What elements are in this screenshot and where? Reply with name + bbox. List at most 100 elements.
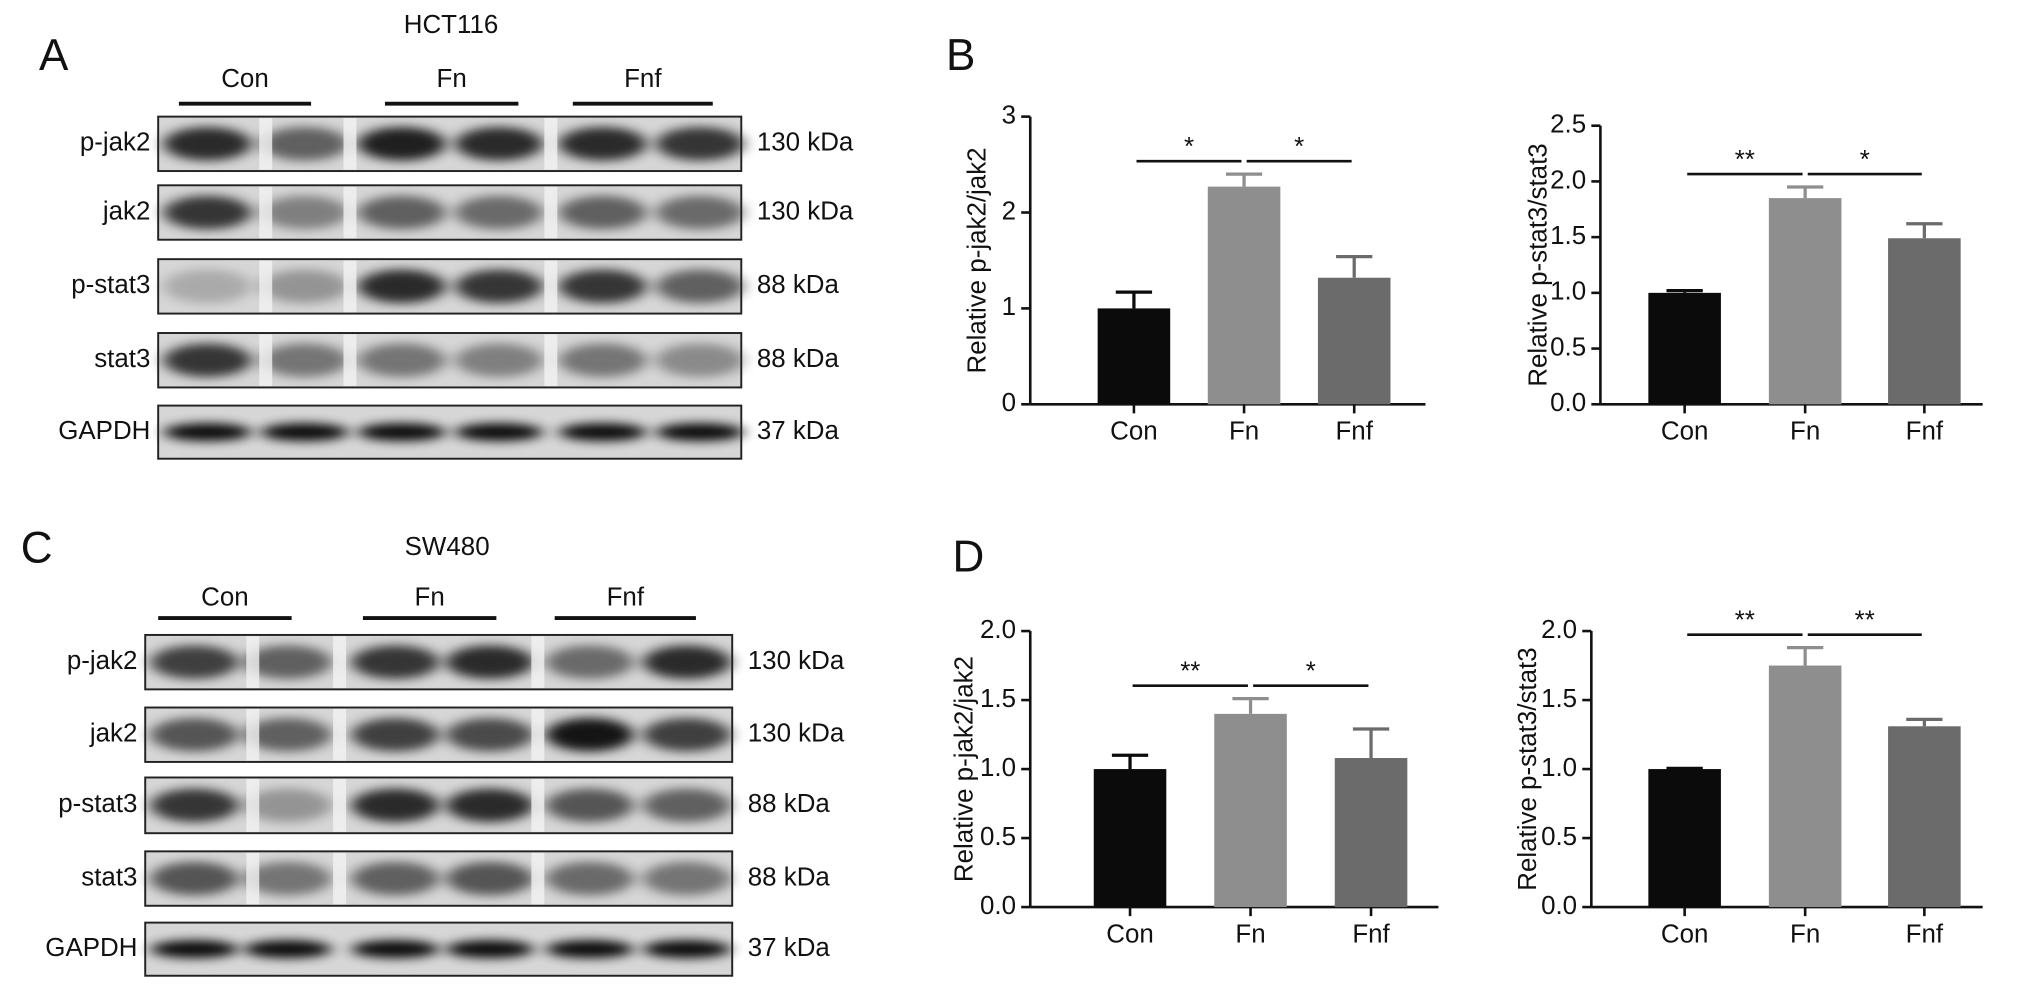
y-tick-label: 1.0 [1541, 754, 1577, 782]
band [545, 788, 634, 823]
lane-gap [343, 334, 357, 387]
bar [1207, 186, 1281, 405]
band [445, 788, 534, 823]
band [260, 343, 349, 378]
size-label: 130 kDa [748, 647, 845, 675]
lane-gap [343, 117, 357, 170]
group-label: Fn [437, 65, 467, 93]
x-tick-label: Fnf [1335, 418, 1373, 446]
band [454, 269, 544, 304]
lane-gap [531, 852, 545, 905]
x-tick-label: Fn [1790, 418, 1820, 446]
band [243, 861, 332, 896]
band [357, 423, 446, 442]
lane-gap [531, 708, 545, 761]
y-tick-label: 0.5 [980, 823, 1016, 851]
protein-label: GAPDH [58, 417, 150, 445]
x-tick-label: Fnf [1906, 920, 1944, 948]
blot-row [157, 115, 744, 173]
x-tick-label: Fn [1235, 920, 1265, 948]
band [260, 269, 349, 304]
bar [1768, 665, 1842, 908]
lane-gap [333, 708, 347, 761]
blot-row [157, 404, 744, 460]
y-tick-label: 0.0 [1550, 389, 1586, 417]
size-label: 130 kDa [757, 197, 854, 225]
y-tick-label: 2.0 [1541, 616, 1577, 644]
x-tick-label: Con [1110, 418, 1158, 446]
band [642, 940, 731, 959]
size-label: 88 kDa [757, 345, 840, 373]
band [163, 195, 252, 230]
band [558, 343, 647, 378]
band [163, 343, 252, 378]
bar [1214, 713, 1287, 908]
lane-gap [246, 636, 260, 689]
band [163, 126, 252, 161]
panel-label: A [39, 31, 69, 80]
blot-title: SW480 [405, 533, 490, 561]
size-label: 130 kDa [748, 720, 845, 748]
band [558, 269, 647, 304]
blot-frame [157, 404, 743, 460]
size-label: 88 kDa [757, 271, 840, 299]
lane-gap [259, 334, 273, 387]
band [545, 717, 634, 752]
lane-gap [343, 260, 357, 313]
bar [1317, 277, 1391, 405]
blot-frame [144, 706, 734, 763]
y-tick-label: 0.5 [1541, 823, 1577, 851]
band [642, 861, 731, 896]
band [558, 423, 647, 442]
band [545, 861, 634, 896]
y-tick-label: 2.0 [980, 616, 1016, 644]
protein-label: p-stat3 [71, 271, 150, 299]
band [150, 788, 239, 823]
error-bar [1906, 222, 1943, 239]
band [454, 126, 544, 161]
band [243, 940, 332, 959]
panel-label: D [953, 532, 985, 581]
lane-gap [544, 260, 558, 313]
size-label: 130 kDa [757, 129, 854, 157]
band [642, 645, 731, 680]
y-tick-label: 1.5 [1550, 222, 1586, 250]
y-axis-label: Relative p-stat3/stat3 [1524, 143, 1552, 386]
error-bar [1906, 717, 1943, 727]
significance-label: ** [1735, 607, 1755, 635]
size-label: 88 kDa [748, 790, 831, 818]
protein-label: p-jak2 [80, 129, 151, 157]
group-label: Fnf [624, 65, 662, 93]
blot-frame [144, 850, 734, 907]
bar [1097, 308, 1171, 405]
band [445, 940, 534, 959]
band [150, 645, 239, 680]
x-tick-label: Con [1661, 418, 1709, 446]
band [545, 940, 634, 959]
lane-gap [333, 852, 347, 905]
band [655, 126, 744, 161]
band [655, 343, 744, 378]
band [357, 343, 446, 378]
y-axis-label: Relative p-jak2/jak2 [963, 147, 991, 373]
y-tick-label: 0 [1002, 389, 1016, 417]
band [351, 940, 440, 959]
y-tick-label: 2.0 [1550, 166, 1586, 194]
band [243, 788, 332, 823]
band [150, 861, 239, 896]
band [163, 269, 252, 304]
band [445, 717, 534, 752]
band [351, 645, 440, 680]
band [454, 423, 544, 442]
blot-frame [144, 921, 734, 977]
significance-label: * [1184, 133, 1194, 161]
band [445, 861, 534, 896]
y-tick-label: 0.5 [1550, 333, 1586, 361]
blot-row [144, 633, 734, 691]
band [655, 423, 744, 442]
band [558, 126, 647, 161]
band [243, 645, 332, 680]
error-bar [1232, 697, 1269, 714]
lane-gap [531, 778, 545, 832]
